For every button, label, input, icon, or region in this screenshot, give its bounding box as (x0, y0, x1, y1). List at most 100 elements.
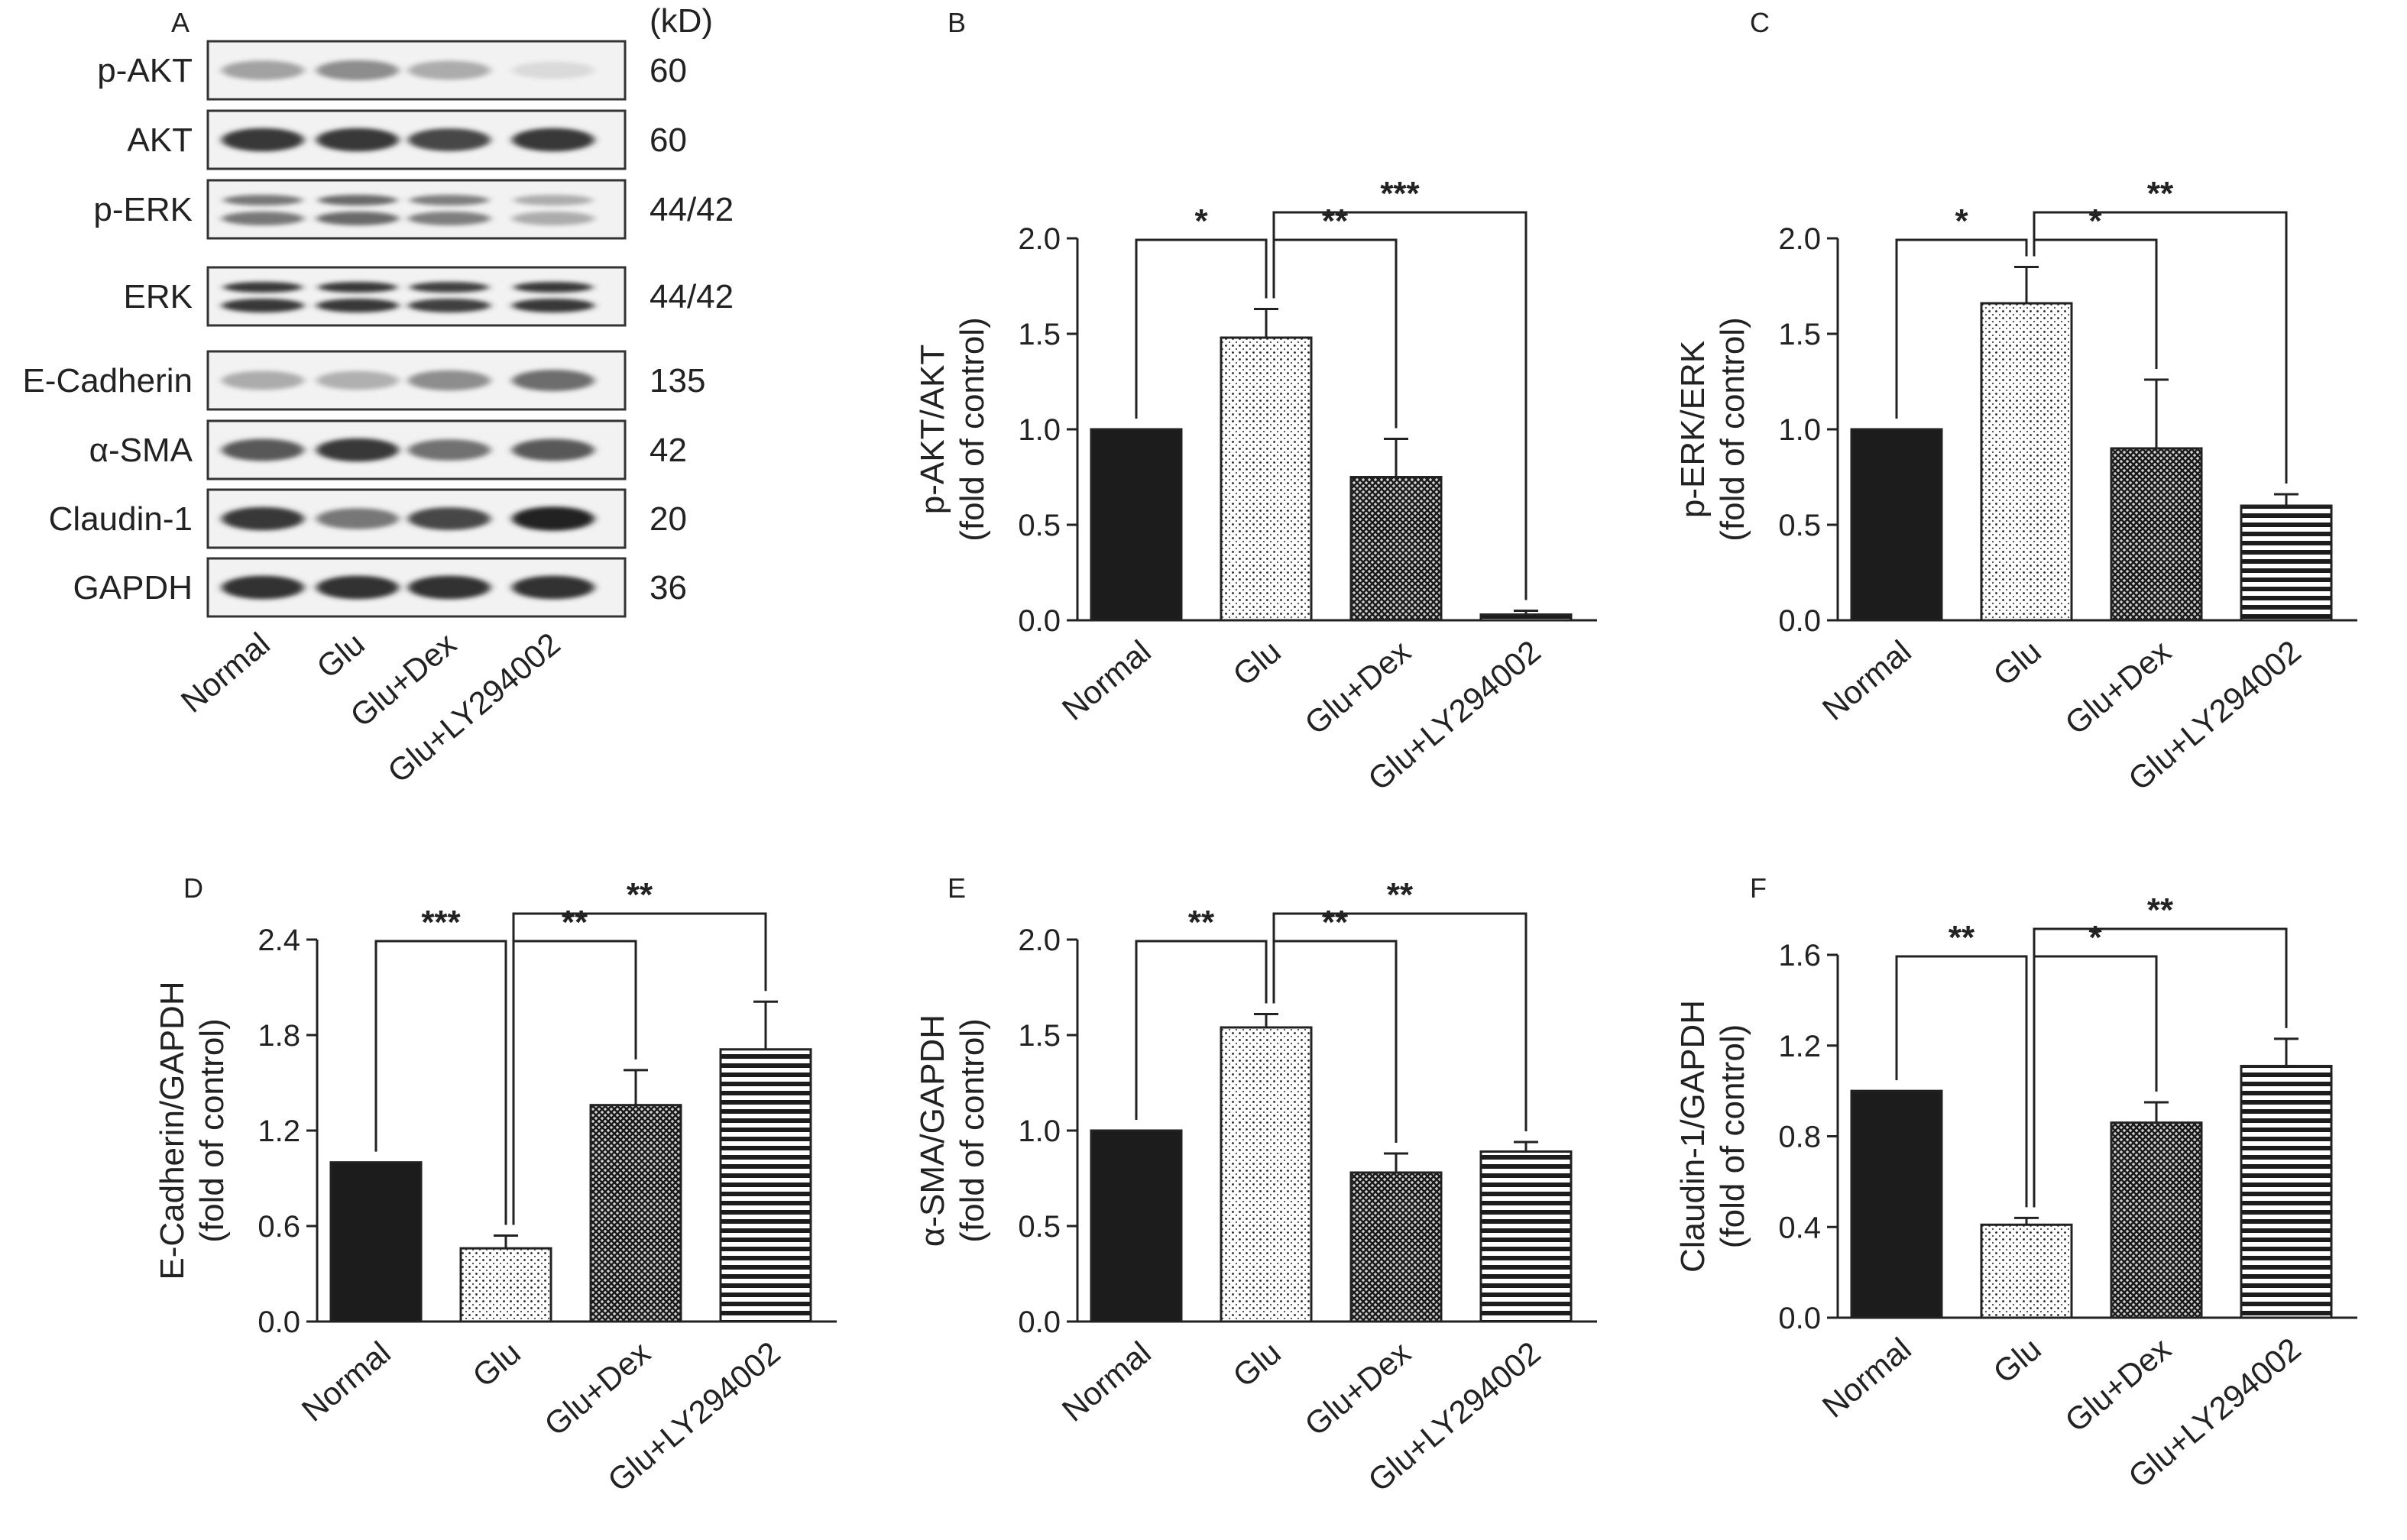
blot-protein-label: ERK (124, 278, 193, 315)
blot-row: GAPDH 36 (73, 557, 687, 618)
y-axis-title: p-AKT/AKT (914, 345, 951, 515)
bar (1980, 302, 2073, 622)
bar (1479, 1150, 1573, 1323)
y-tick-label: 1.0 (1778, 413, 1821, 447)
significance-label: ** (1188, 904, 1215, 941)
protein-band (316, 438, 399, 462)
y-tick-label: 2.0 (1778, 222, 1821, 256)
lane-label: Glu (310, 626, 371, 685)
panel-letter: F (1750, 872, 1767, 904)
y-axis-subtitle: (fold of control) (1714, 1024, 1751, 1248)
significance-label: *** (421, 904, 461, 941)
category-label: Normal (1816, 1331, 1918, 1425)
y-tick-label: 0.4 (1778, 1211, 1821, 1244)
bar (1850, 1089, 1943, 1319)
blot-protein-label: α-SMA (89, 432, 193, 469)
category-label: Glu+Dex (2059, 1331, 2178, 1439)
significance-label: ** (2147, 891, 2174, 929)
y-tick-label: 1.5 (1018, 318, 1061, 351)
protein-band (408, 60, 491, 80)
blot-row: E-Cadherin 135 (22, 350, 705, 411)
blot-row: α-SMA 42 (89, 419, 687, 480)
protein-band (512, 575, 594, 600)
y-axis-subtitle: (fold of control) (954, 1018, 991, 1242)
bar (2240, 504, 2333, 622)
y-tick-label: 2.0 (1018, 924, 1061, 957)
bar (329, 1161, 423, 1323)
bar-chart-d: D 0.0 0.6 1.2 1.8 2.4 E-Cadherin/GAPDH (fold of… (154, 872, 837, 1499)
protein-band (316, 575, 399, 600)
y-tick-label: 2.0 (1018, 222, 1061, 256)
protein-band (222, 60, 304, 80)
protein-band (223, 195, 303, 205)
blot-membrane (206, 179, 627, 240)
bar (459, 1247, 552, 1323)
y-tick-label: 1.5 (1778, 318, 1821, 351)
y-tick-label: 2.4 (258, 924, 300, 957)
protein-band (318, 282, 397, 293)
y-axis-subtitle: (fold of control) (193, 1018, 231, 1242)
y-tick-label: 1.5 (1018, 1019, 1061, 1053)
bar (589, 1104, 682, 1323)
category-label: Normal (295, 1335, 397, 1428)
protein-band (408, 507, 491, 530)
protein-band (316, 508, 399, 529)
molecular-weight-label: 60 (650, 52, 687, 89)
y-axis-title: α-SMA/GAPDH (914, 1014, 951, 1247)
y-tick-label: 1.0 (1018, 1115, 1061, 1148)
blot-protein-label: AKT (127, 121, 193, 159)
protein-band (513, 195, 593, 205)
protein-band (408, 370, 491, 391)
molecular-weight-label: 60 (650, 121, 687, 159)
protein-band (513, 282, 593, 293)
y-tick-label: 0.5 (1018, 1210, 1061, 1244)
significance-bracket (2033, 927, 2288, 1208)
significance-label: ** (1387, 876, 1414, 914)
blot-row: AKT 60 (127, 109, 687, 170)
molecular-weight-label: 36 (650, 569, 687, 607)
protein-band (512, 128, 594, 152)
category-label: Glu (1226, 633, 1288, 693)
protein-band (222, 438, 304, 461)
category-label: Glu (1226, 1335, 1288, 1394)
protein-band (318, 195, 397, 205)
significance-bracket (1895, 238, 2028, 419)
molecular-weight-label: 44/42 (650, 278, 734, 315)
bar (1220, 1026, 1313, 1323)
bar (1850, 428, 1943, 622)
lane-label: Normal (174, 626, 277, 720)
blot-row: Claudin-1 20 (49, 488, 687, 549)
significance-label: ** (627, 876, 653, 914)
y-axis-title: p-ERK/ERK (1674, 341, 1712, 518)
y-tick-label: 1.8 (258, 1019, 300, 1053)
lane-label: Glu+LY294002 (381, 626, 566, 790)
significance-bracket (1895, 955, 2028, 1208)
protein-band (512, 299, 594, 312)
molecular-weight-label: 42 (650, 432, 687, 469)
panel-letter: E (948, 872, 966, 904)
blot-protein-label: p-ERK (93, 191, 193, 228)
protein-band (408, 575, 491, 600)
y-tick-label: 0.5 (1018, 509, 1061, 542)
bar (2110, 447, 2203, 622)
panel-letter: D (183, 872, 203, 904)
protein-band (222, 299, 304, 312)
y-tick-label: 1.2 (258, 1115, 300, 1148)
significance-label: ** (562, 904, 588, 941)
bar (2240, 1064, 2333, 1319)
bar (2110, 1121, 2203, 1319)
bar (1220, 336, 1313, 622)
blot-protein-label: Claudin-1 (49, 500, 193, 538)
significance-label: * (1194, 202, 1208, 240)
protein-band (408, 439, 491, 461)
blot-row: p-AKT 60 (97, 40, 687, 101)
bar (1349, 476, 1443, 622)
y-tick-label: 0.6 (258, 1210, 300, 1244)
y-tick-label: 1.6 (1778, 939, 1821, 972)
bar (1349, 1171, 1443, 1323)
y-axis-title: E-Cadherin/GAPDH (154, 981, 191, 1280)
bar-chart-f: F 0.0 0.4 0.8 1.2 1.6 Claudin-1/GAPDH (fold of … (1674, 872, 2357, 1495)
protein-band (410, 195, 489, 205)
category-label: Glu (1987, 1331, 2048, 1390)
protein-band (512, 506, 594, 531)
